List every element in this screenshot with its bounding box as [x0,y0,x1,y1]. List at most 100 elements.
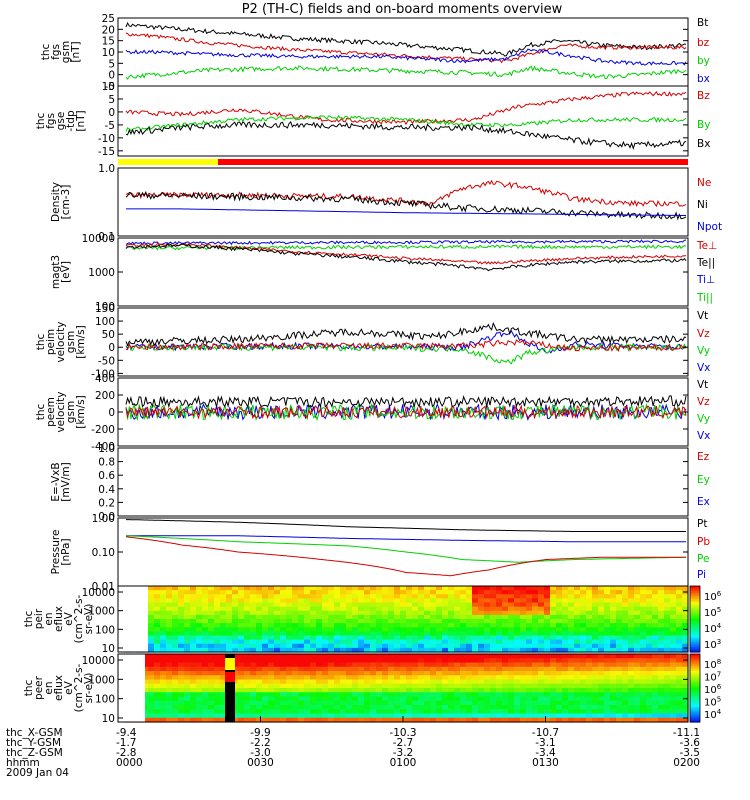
colorbar-tick-label: 104 [704,708,722,721]
series-pressure-Pe [125,535,686,563]
y-tick-label: -5 [105,120,115,132]
series-peim_velocity-Vz [125,339,687,352]
series-fgs_gsm-bx [125,48,687,66]
panel-frame [117,85,689,157]
x-axis-value: -9.9 [250,727,271,739]
y-tick-label: 0.4 [98,484,115,496]
x-axis-value: 0130 [532,757,559,769]
panel-peim_velocity: VtVzVyVx150100500-50-100thcpeimvelocityg… [35,303,710,380]
x-axis-row-label: thc_Y-GSM [6,737,61,749]
series-fgs_gse-By [125,114,687,132]
x-axis-value: -1.7 [116,737,137,749]
colorbar-tick-label: 105 [704,696,721,709]
series-density-Ne [125,179,687,208]
x-axis-value: -3.5 [680,747,701,759]
y-tick-label: 200 [95,390,115,402]
y-tick-label: 400 [95,373,115,385]
series-temperature-Te⊥ [125,242,687,265]
x-axis-value: -3.2 [393,747,414,759]
x-axis-row-label: thc_Z-GSM [6,747,63,759]
y-tick-label: 10 [102,643,115,655]
x-axis-value: -3.1 [535,737,556,749]
series-temperature-Ti⊥ [125,239,687,246]
y-tick-label: 0 [108,107,115,119]
y-tick-label: -200 [91,424,115,436]
legend-Ni: Ni [697,199,708,211]
panel-ion_spectrogram: 106 105 104 103 10000 1000 100 10 thcpeireneflux… [23,585,722,655]
y-tick-label: 100 [95,694,115,706]
y-tick-label: 0.0 [98,511,115,523]
y-axis-label: thcpeerenefluxeV(cm^2-s-sr-eV) [23,663,95,712]
y-tick-label: 10000 [82,233,115,245]
legend-Ex: Ex [697,496,710,508]
series-density-Npot [126,208,686,216]
y-axis-label: magt3[eV] [50,255,72,289]
y-axis-label: thcpeimvelocitygsm[km/s] [35,321,87,362]
panel-frame [117,307,689,377]
colorbar-tick-label: 105 [704,606,721,619]
series-temperature-Ti|| [125,244,687,251]
panels-group: Btbzbybx2520151050-5thcfgsgsm[nT]BzByBx1… [23,13,722,725]
y-tick-label: 5 [108,94,115,106]
legend-Ez: Ez [697,451,710,463]
y-axis-label: Density[cm-3] [50,182,72,222]
mode-bar [118,159,688,165]
ion_spectrogram-heatmap [118,586,689,653]
y-axis-label: E=-VxB[mV/m] [50,462,72,501]
figure-title: P2 (TH-C) fields and on-board moments ov… [242,2,563,17]
panel-density: Ne Ni Npot 1.0 0.1 Density[cm-3] [50,163,722,243]
legend-bz: bz [697,37,710,49]
series-fgs_gsm-by [125,65,687,80]
y-tick-label: -100 [91,368,115,380]
y-tick-label: 1.0 [98,443,115,455]
legend-Pi: Pi [697,569,706,581]
y-tick-label: 10 [102,81,115,93]
legend-Te⊥: Te⊥ [696,240,717,252]
y-tick-label: 0 [108,342,115,354]
legend-Vy: Vy [697,345,710,357]
legend-Bz: Bz [697,90,710,102]
y-tick-label: 0.1 [98,231,115,243]
legend-Ne: Ne [697,177,711,189]
y-tick-label: -400 [91,441,115,453]
panel-frame [117,585,689,653]
x-axis-value: -10.3 [389,727,416,739]
legend-Vz: Vz [697,396,710,408]
y-tick-label: -5 [105,81,115,93]
legend-Ey: Ey [697,474,710,486]
y-tick-label: 150 [95,303,115,315]
legend-Vy: Vy [697,413,710,425]
series-peim_velocity-Vt [125,321,687,347]
electron_spectrogram-heatmap [118,654,689,723]
x-axis-value: 0200 [673,757,700,769]
panel-frame [117,447,689,517]
series-fgs_gsm-bz [125,32,687,64]
x-axis-value: -3.4 [535,747,556,759]
series-fgs_gsm-Bt [125,21,687,57]
panel-pressure: Pt Pb Pe Pi 1.00 0.10 0.01 Pressure[nPa] [50,513,710,593]
y-tick-label: -10 [98,133,115,145]
colorbar-tick-label: 104 [704,622,722,635]
y-axis-label: thcfgsgsm[nT] [40,41,82,63]
y-tick-label: 100 [95,624,115,636]
x-axis-value: 0030 [247,757,274,769]
legend-Vt: Vt [697,310,708,322]
legend-bx: bx [697,73,710,85]
legend-Npot: Npot [697,221,722,233]
y-tick-label: 0 [108,407,115,419]
x-axis-value: -11.1 [673,727,700,739]
y-tick-label: -15 [98,146,115,158]
y-tick-label: 10 [102,47,115,59]
colorbar-tick-label: 106 [704,590,722,603]
series-peem_velocity-Vy [125,402,687,422]
data-gap-bar [225,654,235,722]
y-axis-label: thcfgsgse-tdp[nT] [35,110,87,132]
y-tick-label: 1000 [88,674,115,686]
legend-Pb: Pb [697,536,710,548]
y-tick-label: 50 [102,329,115,341]
series-fgs_gse-Bx [125,120,687,151]
x-axis-value: -3.0 [250,747,271,759]
y-tick-label: 0 [108,70,115,82]
